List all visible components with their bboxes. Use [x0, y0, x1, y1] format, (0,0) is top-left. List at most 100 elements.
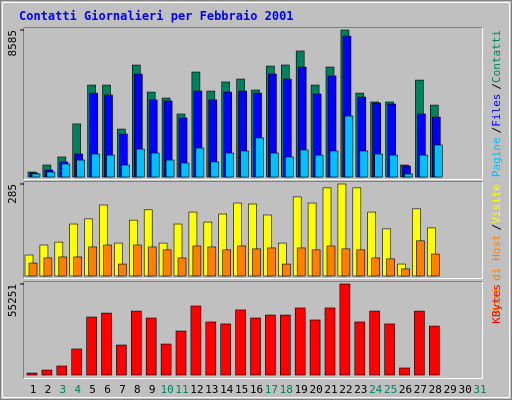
bar: [225, 152, 234, 178]
bar: [329, 150, 339, 178]
bar: [311, 249, 321, 277]
x-tick-label: 13: [205, 383, 218, 396]
bar: [210, 161, 220, 178]
x-tick-label: 10: [160, 383, 173, 396]
bar: [414, 310, 425, 376]
x-tick-label: 6: [104, 383, 111, 396]
bar: [71, 348, 82, 376]
legend: Nomi di Host /Visite: [490, 184, 503, 314]
bar: [73, 256, 82, 277]
legend-entry: Pagine: [490, 137, 503, 177]
bar: [386, 258, 395, 277]
bar: [404, 173, 413, 178]
x-tick-label: 18: [280, 383, 293, 396]
legend-entry: KBytes: [490, 284, 503, 324]
bar: [91, 153, 100, 178]
bar: [267, 247, 276, 277]
bar: [147, 246, 157, 277]
bar: [222, 249, 231, 277]
x-tick-label: 16: [250, 383, 263, 396]
x-tick-label: 15: [235, 383, 248, 396]
bar: [255, 137, 264, 178]
x-tick-label: 1: [30, 383, 37, 396]
x-tick-label: 12: [190, 383, 203, 396]
bar: [326, 245, 336, 277]
bar: [121, 164, 130, 178]
bar: [299, 149, 309, 178]
bar: [43, 257, 53, 277]
bar: [207, 246, 217, 277]
bar: [281, 263, 291, 277]
x-tick-label: 25: [384, 383, 397, 396]
bar: [296, 247, 306, 277]
y-tick-label: 8585: [6, 30, 19, 57]
bar: [339, 283, 351, 376]
bar: [160, 343, 172, 376]
bar: [250, 317, 261, 376]
x-tick-label: 14: [220, 383, 234, 396]
x-tick-label: 27: [414, 383, 427, 396]
x-tick-label: 4: [74, 383, 81, 396]
bar: [240, 150, 249, 178]
bar: [61, 163, 71, 178]
bar: [56, 365, 68, 376]
x-tick-label: 28: [429, 383, 442, 396]
bar: [270, 152, 279, 178]
bar: [220, 323, 231, 376]
bar: [324, 307, 336, 376]
bar: [430, 253, 440, 277]
x-tick-label: 11: [175, 383, 188, 396]
bar: [101, 312, 112, 376]
bar: [401, 268, 410, 277]
bar: [314, 154, 324, 178]
bar: [356, 249, 366, 277]
x-tick-label: 5: [89, 383, 96, 396]
legend-entry: Contatti: [490, 30, 503, 83]
x-tick-label: 31: [473, 383, 486, 396]
x-tick-label: 20: [309, 383, 322, 396]
legend-separator: /: [490, 83, 503, 90]
bar: [374, 153, 384, 178]
bar: [433, 144, 443, 178]
bar: [103, 244, 112, 277]
y-tick-label: 55251: [6, 284, 19, 317]
legend-separator: /: [490, 224, 503, 231]
bar: [205, 321, 217, 376]
x-tick-label: 3: [59, 383, 66, 396]
bar: [344, 115, 354, 178]
bar: [76, 159, 85, 178]
bar: [192, 245, 202, 277]
bar: [145, 317, 157, 376]
bar: [389, 154, 398, 178]
legend-entry: Visite: [490, 184, 503, 224]
bar: [150, 152, 160, 178]
bar: [354, 321, 366, 376]
bar: [294, 307, 306, 376]
bar: [31, 173, 41, 178]
x-tick-label: 29: [444, 383, 457, 396]
bar: [106, 154, 115, 178]
bar: [359, 150, 369, 178]
bar: [41, 369, 53, 376]
x-tick-label: 24: [369, 383, 383, 396]
bar: [419, 154, 428, 178]
bar: [237, 245, 246, 277]
bar: [46, 171, 56, 178]
x-tick-label: 2: [45, 383, 52, 396]
bar: [133, 244, 142, 277]
bar: [26, 372, 38, 376]
bar: [369, 310, 381, 376]
x-tick-label: 9: [149, 383, 156, 396]
bar: [341, 248, 351, 277]
x-tick-label: 23: [354, 383, 367, 396]
bar: [309, 319, 321, 376]
legend-entry: Nomi di Host: [490, 234, 503, 313]
bar: [416, 240, 425, 277]
bar: [86, 316, 97, 376]
bar: [279, 314, 291, 376]
bar: [284, 156, 294, 178]
bar: [180, 162, 190, 178]
bar: [28, 262, 38, 277]
bar: [235, 309, 246, 376]
